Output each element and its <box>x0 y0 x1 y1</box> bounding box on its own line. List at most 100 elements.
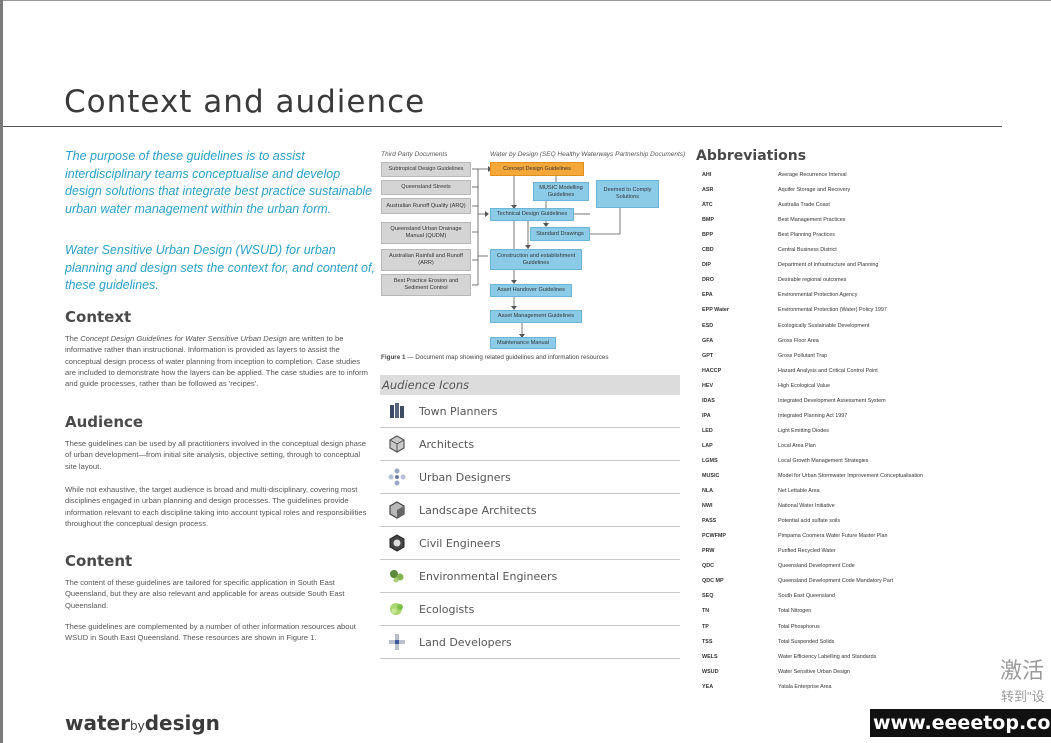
abbreviation-code: PCWFMP <box>702 533 726 540</box>
third-party-box-6: Best Practice Erosion and Sediment Contr… <box>381 274 471 296</box>
context-heading: Context <box>65 308 132 326</box>
page-title: Context and audience <box>64 84 426 120</box>
abbreviation-row: HEV High Ecological Value <box>702 383 1002 398</box>
abbreviation-row: CBD Central Business District <box>702 247 1002 262</box>
civil-engineer-icon <box>386 532 408 554</box>
audience-item-architects: Architects <box>380 428 680 461</box>
audience-item-town-planners: Town Planners <box>380 395 680 428</box>
abbreviation-row: EPA Environmental Protection Agency <box>702 292 1002 307</box>
content-body-2: These guidelines are complemented by a n… <box>65 622 356 643</box>
landscape-architect-icon <box>386 499 408 521</box>
abbreviation-code: LGMS <box>702 457 718 464</box>
abbreviation-definition: Water Efficiency Labelling and Standards <box>778 653 877 660</box>
audience-item-ecologists: Ecologists <box>380 593 680 626</box>
audience-icons-header: Audience Icons <box>380 375 680 395</box>
abbreviation-definition: South East Queensland <box>778 593 835 600</box>
page-border-top <box>0 0 1051 1</box>
abbreviation-code: NWI <box>702 503 713 510</box>
abbreviation-definition: Gross Pollutant Trap <box>778 352 828 359</box>
concept-design-guidelines-box: Concept Design Guidelines <box>490 162 584 176</box>
audience-item-landscape-architects: Landscape Architects <box>380 494 680 527</box>
abbreviation-row: GFA Gross Floor Area <box>702 338 1002 353</box>
audience-label: Civil Engineers <box>419 536 501 550</box>
abbreviation-row: TSS Total Suspended Solids <box>702 639 1002 654</box>
title-divider <box>3 126 1002 127</box>
abbreviation-definition: Aquifer Storage and Recovery <box>778 187 851 194</box>
abbreviation-definition: Pimpama Coomera Water Future Master Plan <box>778 533 888 540</box>
abbreviation-code: WELS <box>702 653 718 660</box>
abbreviation-code: WSUD <box>702 668 719 675</box>
maintenance-manual-box: Maintenance Manual <box>490 337 556 349</box>
construction-guidelines-box: Construction and establishment Guideline… <box>490 249 582 270</box>
watermark-site-url: www.eeeetop.com <box>870 709 1051 737</box>
abbreviation-row: ESD Ecologically Sustainable Development <box>702 323 1002 338</box>
abbreviation-definition: Total Suspended Solids <box>778 638 835 645</box>
audience-item-environmental-engineers: Environmental Engineers <box>380 560 680 593</box>
abbreviation-definition: Model for Urban Stormwater Improvement C… <box>778 473 924 479</box>
abbreviation-code: ESD <box>702 322 714 329</box>
abbreviation-row: LAP Local Area Plan <box>702 443 1002 458</box>
abbreviation-definition: Total Nitrogen <box>778 608 812 615</box>
audience-label: Landscape Architects <box>419 503 537 517</box>
abbreviation-code: TN <box>702 608 710 615</box>
audience-item-land-developers: Land Developers <box>380 626 680 659</box>
abbreviation-definition: Net Lettable Area <box>778 488 820 495</box>
technical-design-box: Technical Design Guidelines <box>490 208 574 221</box>
abbreviation-row: BMP Best Management Practices <box>702 217 1002 232</box>
abbreviation-row: TP Total Phosphorus <box>702 624 1002 639</box>
figure-caption-label: Figure 1 <box>381 354 406 361</box>
abbreviation-row: IPA Integrated Planning Act 1997 <box>702 413 1002 428</box>
abbreviation-definition: Light Emitting Diodes <box>778 427 829 434</box>
abbreviation-definition: Water Sensitive Urban Design <box>778 668 851 675</box>
urban-designer-icon <box>386 466 408 488</box>
abbreviation-row: NWI National Water Initiative <box>702 503 1002 518</box>
abbreviation-code: EPA <box>702 292 713 299</box>
abbreviation-definition: National Water Initiative <box>778 503 835 510</box>
deemed-to-comply-box: Deemed to Comply Solutions <box>596 180 659 208</box>
audience-item-urban-designers: Urban Designers <box>380 461 680 494</box>
town-planner-icon <box>386 400 408 422</box>
audience-label: Architects <box>419 437 475 451</box>
third-party-box-2: Queensland Streets <box>381 180 471 195</box>
abbreviation-row: LGMS Local Growth Management Strategies <box>702 458 1002 473</box>
abbreviation-definition: Purified Recycled Water <box>778 548 836 555</box>
environmental-engineer-icon <box>386 565 408 587</box>
abbreviation-definition: Local Growth Management Strategies <box>778 457 869 464</box>
abbreviation-definition: Queensland Development Code Mandatory Pa… <box>778 578 894 585</box>
abbreviation-code: HEV <box>702 382 714 389</box>
abbreviations-title: Abbreviations <box>696 148 807 164</box>
abbreviation-definition: Gross Floor Area <box>778 337 819 344</box>
abbreviation-code: TP <box>702 623 709 630</box>
audience-body-1: These guidelines can be used by all prac… <box>65 439 366 471</box>
diagram-header-third-party: Third Party Documents <box>381 151 448 158</box>
abbreviation-code: QDC MP <box>702 578 724 585</box>
abbreviation-row: HACCP Hazard Analysis and Critical Contro… <box>702 368 1002 383</box>
abbreviation-definition: Ecologically Sustainable Development <box>778 322 870 329</box>
abbreviation-row: TN Total Nitrogen <box>702 608 1002 623</box>
abbreviation-row: DRO Desirable regional outcomes <box>702 277 1002 292</box>
abbreviation-code: DRO <box>702 277 714 284</box>
abbreviation-definition: Best Management Practices <box>778 217 846 224</box>
figure-caption-text: — Document map showing related guideline… <box>405 354 609 361</box>
abbreviation-definition: Yatala Enterprise Area <box>778 683 832 690</box>
abbreviation-code: PRW <box>702 548 715 555</box>
context-body-italic: Concept Design Guidelines for Water Sens… <box>80 334 287 343</box>
abbreviation-code: AHI <box>702 172 712 178</box>
abbreviation-row: NLA Net Lettable Area <box>702 488 1002 503</box>
abbreviation-row: PRW Purified Recycled Water <box>702 548 1002 563</box>
abbreviation-code: HACCP <box>702 367 722 374</box>
abbreviation-code: ATC <box>702 202 713 209</box>
brand-part-2: by <box>129 719 145 733</box>
abbreviation-code: ASR <box>702 187 714 194</box>
abbreviation-definition: Hazard Analysis and Critical Control Poi… <box>778 367 878 374</box>
asset-management-box: Asset Management Guidelines <box>490 310 582 323</box>
abbreviation-code: GPT <box>702 352 714 359</box>
abbreviation-definition: Department of Infrastructure and Plannin… <box>778 262 879 269</box>
audience-label: Land Developers <box>419 635 512 649</box>
intro-paragraph-2: Water Sensitive Urban Design (WSUD) for … <box>65 243 375 292</box>
audience-label: Town Planners <box>419 404 498 418</box>
abbreviation-code: CBD <box>702 247 714 254</box>
abbreviation-row: YEA Yatala Enterprise Area <box>702 684 1002 699</box>
audience-body-2: While not exhaustive, the target audienc… <box>65 485 367 528</box>
abbreviation-row: MUSIC Model for Urban Stormwater Improvem… <box>702 473 1002 488</box>
